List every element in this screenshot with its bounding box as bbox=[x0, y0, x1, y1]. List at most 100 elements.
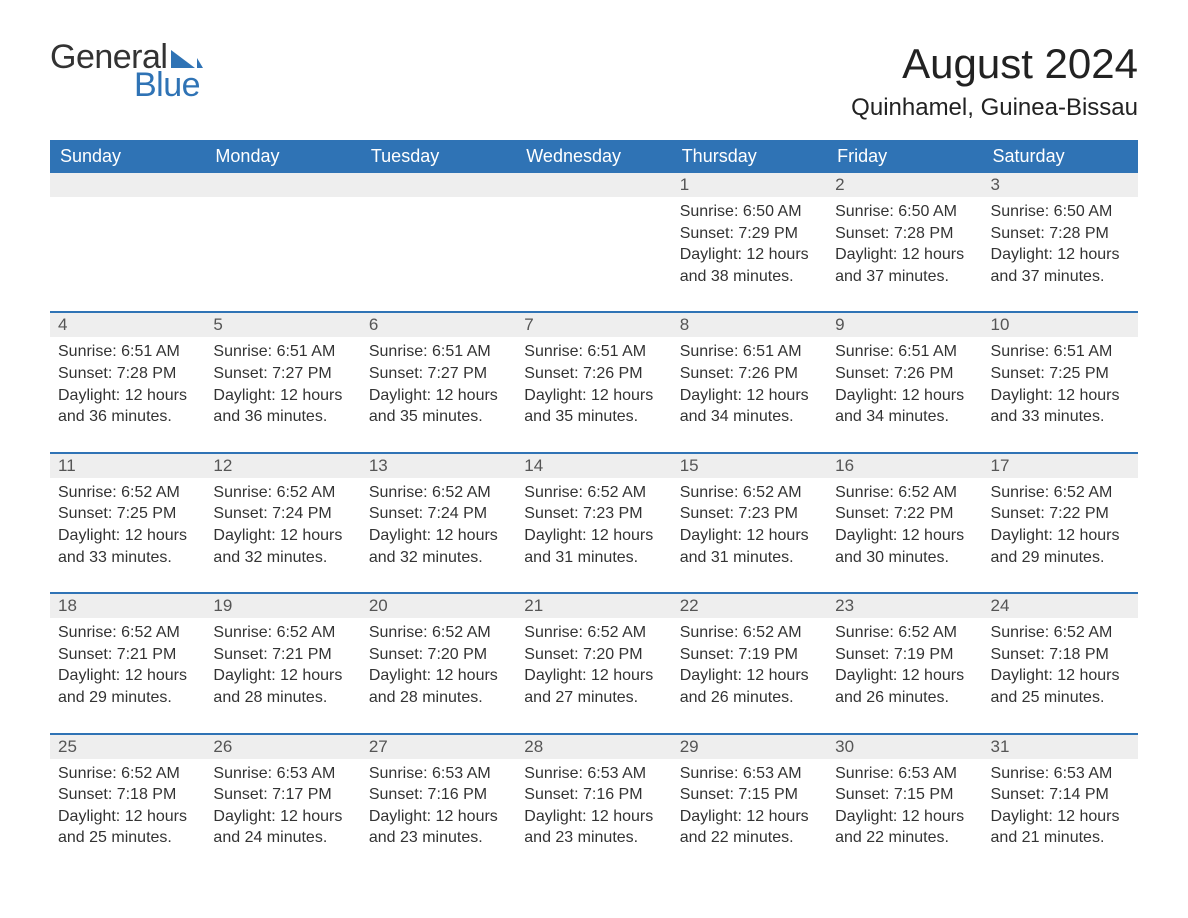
daylight-text: Daylight: 12 hours and 23 minutes. bbox=[369, 806, 508, 849]
cell-body: Sunrise: 6:52 AMSunset: 7:21 PMDaylight:… bbox=[50, 618, 205, 708]
month-title: August 2024 bbox=[851, 40, 1138, 88]
sunrise-text: Sunrise: 6:50 AM bbox=[680, 201, 819, 223]
sunset-text: Sunset: 7:14 PM bbox=[991, 784, 1130, 806]
cell-body: Sunrise: 6:52 AMSunset: 7:20 PMDaylight:… bbox=[361, 618, 516, 708]
cell-body: Sunrise: 6:51 AMSunset: 7:27 PMDaylight:… bbox=[361, 337, 516, 427]
sunrise-text: Sunrise: 6:52 AM bbox=[991, 482, 1130, 504]
cell-body: Sunrise: 6:51 AMSunset: 7:26 PMDaylight:… bbox=[827, 337, 982, 427]
sunset-text: Sunset: 7:23 PM bbox=[680, 503, 819, 525]
calendar-cell: 4Sunrise: 6:51 AMSunset: 7:28 PMDaylight… bbox=[50, 313, 205, 451]
day-header-sat: Saturday bbox=[983, 140, 1138, 173]
cell-body: Sunrise: 6:51 AMSunset: 7:27 PMDaylight:… bbox=[205, 337, 360, 427]
sunset-text: Sunset: 7:23 PM bbox=[524, 503, 663, 525]
cell-body: Sunrise: 6:52 AMSunset: 7:23 PMDaylight:… bbox=[672, 478, 827, 568]
daylight-text: Daylight: 12 hours and 28 minutes. bbox=[369, 665, 508, 708]
cell-body: Sunrise: 6:52 AMSunset: 7:18 PMDaylight:… bbox=[983, 618, 1138, 708]
brand-logo: General Blue bbox=[50, 40, 203, 102]
sunset-text: Sunset: 7:26 PM bbox=[680, 363, 819, 385]
date-number: 5 bbox=[205, 313, 360, 337]
sunset-text: Sunset: 7:29 PM bbox=[680, 223, 819, 245]
cell-body: Sunrise: 6:53 AMSunset: 7:15 PMDaylight:… bbox=[672, 759, 827, 849]
sunset-text: Sunset: 7:18 PM bbox=[991, 644, 1130, 666]
calendar-cell: 31Sunrise: 6:53 AMSunset: 7:14 PMDayligh… bbox=[983, 735, 1138, 873]
daylight-text: Daylight: 12 hours and 29 minutes. bbox=[991, 525, 1130, 568]
date-number: 21 bbox=[516, 594, 671, 618]
date-number: 10 bbox=[983, 313, 1138, 337]
daylight-text: Daylight: 12 hours and 23 minutes. bbox=[524, 806, 663, 849]
cell-body: Sunrise: 6:52 AMSunset: 7:24 PMDaylight:… bbox=[361, 478, 516, 568]
date-number: 20 bbox=[361, 594, 516, 618]
cell-body: Sunrise: 6:52 AMSunset: 7:23 PMDaylight:… bbox=[516, 478, 671, 568]
week-row: 11Sunrise: 6:52 AMSunset: 7:25 PMDayligh… bbox=[50, 452, 1138, 592]
date-number: 1 bbox=[672, 173, 827, 197]
daylight-text: Daylight: 12 hours and 31 minutes. bbox=[680, 525, 819, 568]
calendar-cell: 16Sunrise: 6:52 AMSunset: 7:22 PMDayligh… bbox=[827, 454, 982, 592]
calendar-cell: 2Sunrise: 6:50 AMSunset: 7:28 PMDaylight… bbox=[827, 173, 982, 311]
calendar-cell bbox=[516, 173, 671, 311]
sunset-text: Sunset: 7:27 PM bbox=[369, 363, 508, 385]
date-number: 18 bbox=[50, 594, 205, 618]
calendar: Sunday Monday Tuesday Wednesday Thursday… bbox=[50, 140, 1138, 873]
date-number: 17 bbox=[983, 454, 1138, 478]
brand-text-blue: Blue bbox=[134, 68, 203, 102]
date-number: 26 bbox=[205, 735, 360, 759]
date-number: 28 bbox=[516, 735, 671, 759]
sunrise-text: Sunrise: 6:52 AM bbox=[680, 482, 819, 504]
sunrise-text: Sunrise: 6:52 AM bbox=[524, 482, 663, 504]
cell-body: Sunrise: 6:52 AMSunset: 7:20 PMDaylight:… bbox=[516, 618, 671, 708]
sunrise-text: Sunrise: 6:53 AM bbox=[680, 763, 819, 785]
sunset-text: Sunset: 7:25 PM bbox=[991, 363, 1130, 385]
cell-body: Sunrise: 6:51 AMSunset: 7:25 PMDaylight:… bbox=[983, 337, 1138, 427]
calendar-cell: 23Sunrise: 6:52 AMSunset: 7:19 PMDayligh… bbox=[827, 594, 982, 732]
calendar-cell: 20Sunrise: 6:52 AMSunset: 7:20 PMDayligh… bbox=[361, 594, 516, 732]
daylight-text: Daylight: 12 hours and 37 minutes. bbox=[991, 244, 1130, 287]
sunset-text: Sunset: 7:25 PM bbox=[58, 503, 197, 525]
calendar-cell: 11Sunrise: 6:52 AMSunset: 7:25 PMDayligh… bbox=[50, 454, 205, 592]
sunrise-text: Sunrise: 6:52 AM bbox=[58, 622, 197, 644]
daylight-text: Daylight: 12 hours and 21 minutes. bbox=[991, 806, 1130, 849]
sunrise-text: Sunrise: 6:51 AM bbox=[58, 341, 197, 363]
sunset-text: Sunset: 7:22 PM bbox=[835, 503, 974, 525]
daylight-text: Daylight: 12 hours and 35 minutes. bbox=[369, 385, 508, 428]
sunrise-text: Sunrise: 6:53 AM bbox=[524, 763, 663, 785]
day-header-sun: Sunday bbox=[50, 140, 205, 173]
calendar-cell: 30Sunrise: 6:53 AMSunset: 7:15 PMDayligh… bbox=[827, 735, 982, 873]
daylight-text: Daylight: 12 hours and 27 minutes. bbox=[524, 665, 663, 708]
cell-body: Sunrise: 6:50 AMSunset: 7:28 PMDaylight:… bbox=[827, 197, 982, 287]
calendar-cell bbox=[205, 173, 360, 311]
sunrise-text: Sunrise: 6:50 AM bbox=[835, 201, 974, 223]
sunrise-text: Sunrise: 6:51 AM bbox=[369, 341, 508, 363]
date-number: 27 bbox=[361, 735, 516, 759]
date-number: 16 bbox=[827, 454, 982, 478]
cell-body: Sunrise: 6:52 AMSunset: 7:21 PMDaylight:… bbox=[205, 618, 360, 708]
date-number: 14 bbox=[516, 454, 671, 478]
sunset-text: Sunset: 7:15 PM bbox=[835, 784, 974, 806]
date-number: 13 bbox=[361, 454, 516, 478]
daylight-text: Daylight: 12 hours and 37 minutes. bbox=[835, 244, 974, 287]
day-header-tue: Tuesday bbox=[361, 140, 516, 173]
sunrise-text: Sunrise: 6:52 AM bbox=[213, 482, 352, 504]
sunrise-text: Sunrise: 6:53 AM bbox=[213, 763, 352, 785]
sunrise-text: Sunrise: 6:52 AM bbox=[680, 622, 819, 644]
calendar-cell: 25Sunrise: 6:52 AMSunset: 7:18 PMDayligh… bbox=[50, 735, 205, 873]
daylight-text: Daylight: 12 hours and 33 minutes. bbox=[991, 385, 1130, 428]
date-number: 12 bbox=[205, 454, 360, 478]
sunset-text: Sunset: 7:28 PM bbox=[58, 363, 197, 385]
calendar-cell: 19Sunrise: 6:52 AMSunset: 7:21 PMDayligh… bbox=[205, 594, 360, 732]
sunrise-text: Sunrise: 6:50 AM bbox=[991, 201, 1130, 223]
daylight-text: Daylight: 12 hours and 28 minutes. bbox=[213, 665, 352, 708]
calendar-cell: 12Sunrise: 6:52 AMSunset: 7:24 PMDayligh… bbox=[205, 454, 360, 592]
sunset-text: Sunset: 7:20 PM bbox=[369, 644, 508, 666]
calendar-cell: 27Sunrise: 6:53 AMSunset: 7:16 PMDayligh… bbox=[361, 735, 516, 873]
daylight-text: Daylight: 12 hours and 26 minutes. bbox=[835, 665, 974, 708]
daylight-text: Daylight: 12 hours and 26 minutes. bbox=[680, 665, 819, 708]
sunset-text: Sunset: 7:16 PM bbox=[369, 784, 508, 806]
calendar-cell: 6Sunrise: 6:51 AMSunset: 7:27 PMDaylight… bbox=[361, 313, 516, 451]
calendar-cell: 1Sunrise: 6:50 AMSunset: 7:29 PMDaylight… bbox=[672, 173, 827, 311]
daylight-text: Daylight: 12 hours and 32 minutes. bbox=[213, 525, 352, 568]
sunrise-text: Sunrise: 6:52 AM bbox=[58, 763, 197, 785]
calendar-cell: 29Sunrise: 6:53 AMSunset: 7:15 PMDayligh… bbox=[672, 735, 827, 873]
sunrise-text: Sunrise: 6:52 AM bbox=[369, 622, 508, 644]
daylight-text: Daylight: 12 hours and 31 minutes. bbox=[524, 525, 663, 568]
daylight-text: Daylight: 12 hours and 34 minutes. bbox=[680, 385, 819, 428]
